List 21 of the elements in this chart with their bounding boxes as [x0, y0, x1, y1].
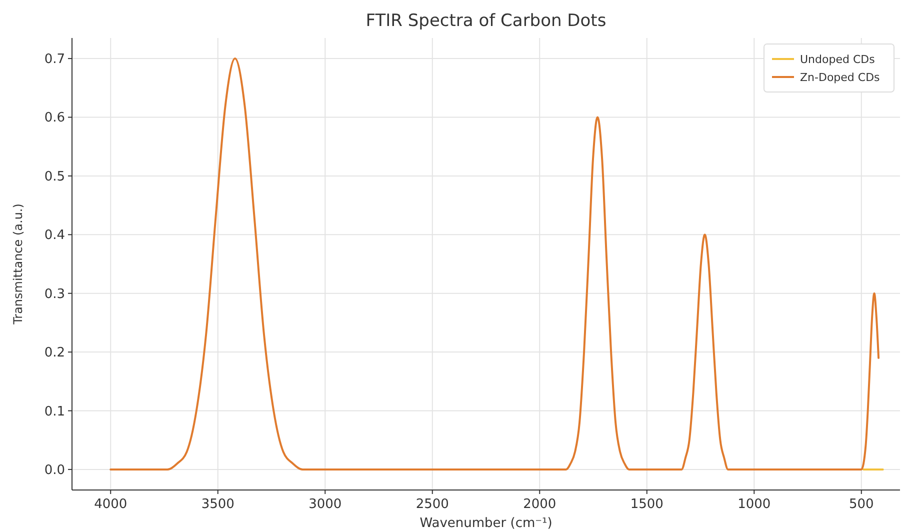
x-tick-label: 3000 — [308, 497, 342, 512]
x-tick-label: 2000 — [523, 497, 556, 512]
y-tick-label: 0.1 — [44, 404, 65, 420]
x-tick-label: 3500 — [201, 497, 234, 512]
x-tick-label: 1500 — [630, 497, 664, 512]
y-tick-label: 0.0 — [44, 462, 65, 478]
y-tick-label: 0.2 — [44, 346, 65, 361]
x-tick-label: 500 — [848, 497, 874, 512]
y-tick-label: 0.6 — [44, 110, 65, 126]
x-tick-label: 4000 — [94, 497, 128, 512]
y-tick-label: 0.4 — [44, 228, 65, 244]
y-tick-label: 0.3 — [44, 286, 65, 302]
x-tick-label: 1000 — [738, 497, 771, 512]
x-axis-title: Wavenumber (cm⁻¹) — [420, 516, 552, 531]
x-tick-label: 2500 — [416, 497, 449, 512]
legend-label: Undoped CDs — [800, 53, 876, 66]
y-tick-label: 0.7 — [44, 52, 65, 68]
legend-label: Zn-Doped CDs — [800, 71, 880, 84]
chart-title: FTIR Spectra of Carbon Dots — [366, 11, 606, 31]
y-tick-label: 0.5 — [44, 169, 65, 184]
y-axis-title: Transmittance (a.u.) — [11, 204, 25, 326]
